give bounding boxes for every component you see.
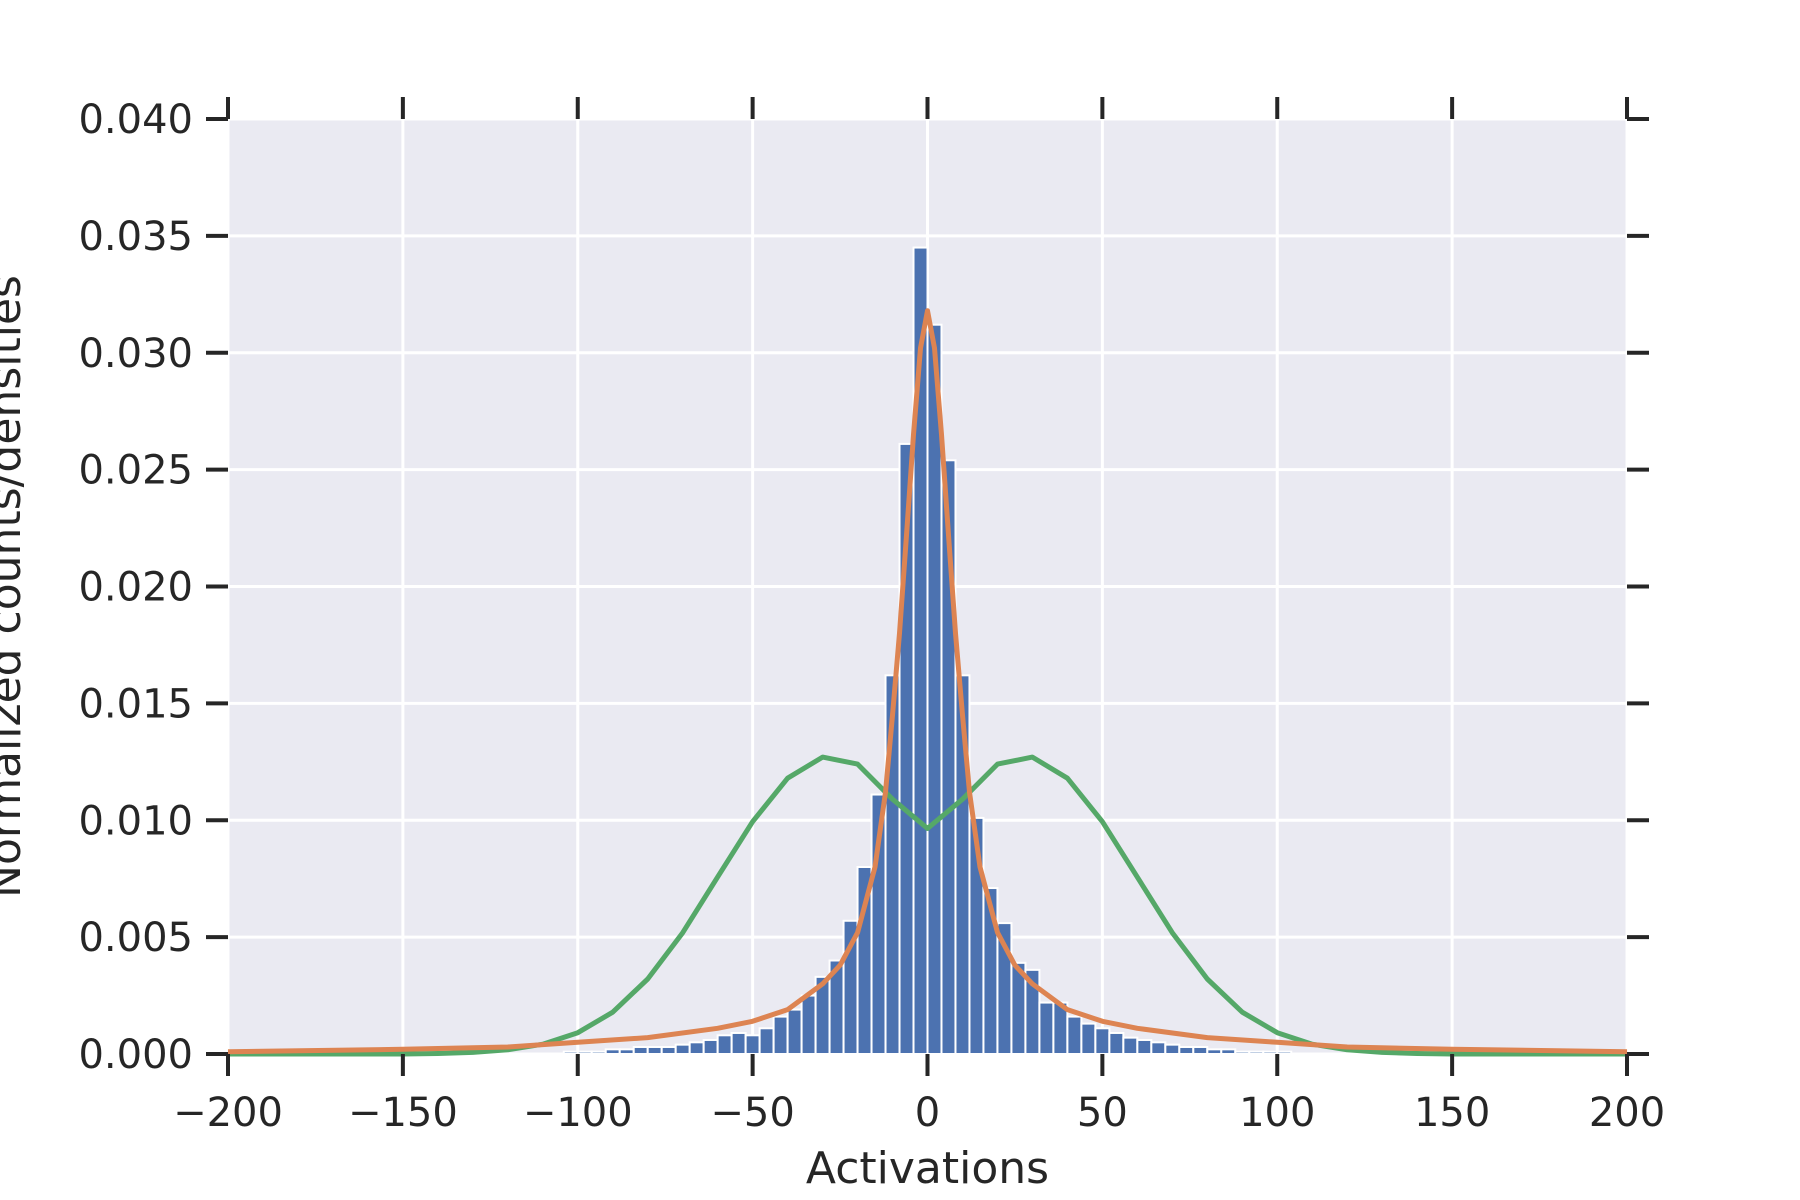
histogram-bar — [1136, 1038, 1153, 1055]
histogram-bar — [618, 1048, 635, 1055]
histogram-bar — [1178, 1045, 1195, 1056]
histogram-bar — [674, 1043, 691, 1056]
histogram-bar — [1122, 1036, 1139, 1055]
x-tick-label: −200 — [173, 1090, 283, 1136]
laplace-like-curve — [227, 308, 1628, 1055]
y-tick-label: 0.025 — [78, 448, 193, 494]
histogram-bar — [1192, 1045, 1209, 1056]
x-tick-label: 200 — [1589, 1090, 1665, 1136]
y-tick-label: 0.010 — [78, 798, 193, 844]
histogram-bar — [562, 1050, 579, 1055]
y-tick-label: 0.030 — [78, 331, 193, 377]
histogram-bar — [1150, 1041, 1167, 1055]
histogram-bar — [716, 1034, 733, 1056]
histogram-bar — [702, 1038, 719, 1055]
y-tick-label: 0.020 — [78, 565, 193, 611]
axis-ticks — [206, 97, 1649, 1076]
gaussian-curve — [228, 754, 1627, 1057]
y-tick-label: 0.040 — [78, 97, 193, 143]
histogram-bar — [1220, 1048, 1237, 1055]
histogram-bar — [758, 1027, 775, 1055]
y-axis-title: Normalized counts/densities — [0, 275, 31, 898]
histogram-bar — [1248, 1050, 1265, 1055]
x-tick-label: 150 — [1414, 1090, 1490, 1136]
histogram-bar — [632, 1045, 649, 1056]
histogram-bar — [688, 1041, 705, 1055]
histogram-bar — [1276, 1050, 1293, 1055]
x-axis-title: Activations — [806, 1143, 1049, 1194]
x-tick-label: 100 — [1239, 1090, 1315, 1136]
histogram-bar — [1080, 1022, 1097, 1055]
histogram-bar — [1094, 1027, 1111, 1055]
y-tick-label: 0.015 — [78, 681, 193, 727]
y-tick-label: 0.000 — [78, 1032, 193, 1078]
histogram-bar — [800, 994, 817, 1055]
histogram-bar — [604, 1048, 621, 1055]
histogram-bar — [1262, 1050, 1279, 1055]
histogram-bar — [1038, 1001, 1055, 1056]
y-tick-label: 0.005 — [78, 915, 193, 961]
histogram-bar — [1206, 1048, 1223, 1055]
histogram-bar — [576, 1050, 593, 1055]
x-tick-label: 0 — [915, 1090, 940, 1136]
histogram-bar — [744, 1034, 761, 1056]
histogram-bar — [786, 1008, 803, 1056]
x-tick-label: 50 — [1077, 1090, 1128, 1136]
histogram-bar — [646, 1045, 663, 1056]
y-tick-labels: 0.000 0.005 0.010 0.015 0.020 0.025 0.030 0.035… — [78, 97, 193, 1078]
histogram-bar — [730, 1031, 747, 1056]
histogram-bar — [772, 1015, 789, 1055]
histogram-bar — [1164, 1043, 1181, 1056]
x-tick-labels: −200 −150 −100 −50 0 50 100 150 200 — [173, 1090, 1665, 1136]
histogram-bar — [1108, 1031, 1125, 1056]
histogram-bar — [1066, 1015, 1083, 1055]
histogram-bars — [562, 246, 1293, 1056]
histogram-bar — [1234, 1050, 1251, 1055]
histogram-bar — [660, 1045, 677, 1056]
y-tick-label: 0.035 — [78, 214, 193, 260]
histogram-bar — [590, 1050, 607, 1055]
density-curves — [227, 308, 1628, 1057]
x-tick-label: −100 — [523, 1090, 633, 1136]
x-tick-label: −150 — [348, 1090, 458, 1136]
x-tick-label: −50 — [710, 1090, 794, 1136]
